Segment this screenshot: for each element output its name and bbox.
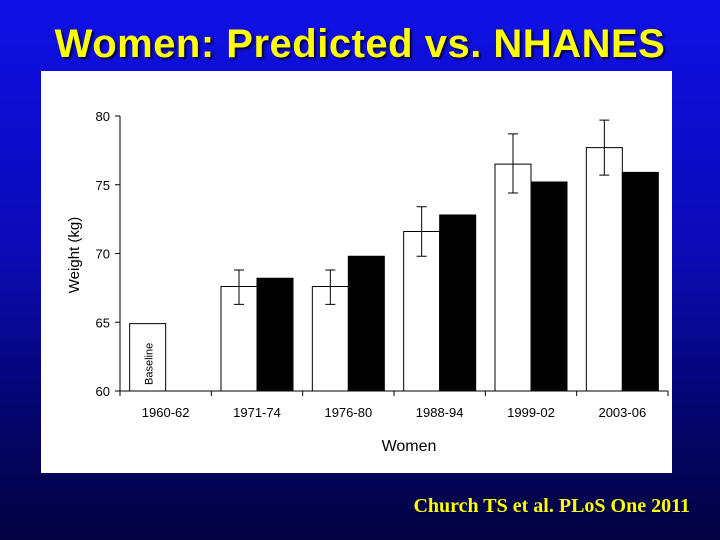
x-axis-label: Women <box>382 438 437 455</box>
y-tick-label: 80 <box>96 109 110 124</box>
y-tick-label: 70 <box>96 247 110 262</box>
x-tick-label: 2003-06 <box>598 405 646 420</box>
chart-panel: 60 65 70 75 80 1960-62 1971-74 1976-80 1988-94 19… <box>41 71 672 473</box>
bar-predicted <box>494 163 532 392</box>
x-tick-label: 1976-80 <box>324 405 372 420</box>
x-tick-label: 1988-94 <box>416 405 464 420</box>
bar-nhanes <box>530 181 568 392</box>
y-tick-label: 65 <box>96 315 110 330</box>
y-tick-label: 75 <box>96 178 110 193</box>
bar-nhanes <box>256 277 294 392</box>
citation: Church TS et al. PLoS One 2011 <box>413 495 690 517</box>
x-tick-label: 1960-62 <box>142 405 190 420</box>
x-tick-label: 1999-02 <box>507 405 555 420</box>
weight-bar-chart: 60 65 70 75 80 1960-62 1971-74 1976-80 1988-94 19… <box>66 109 669 455</box>
bar-nhanes <box>621 171 659 392</box>
baseline-annotation: Baseline <box>144 343 156 385</box>
bar-nhanes <box>439 214 477 392</box>
bar-nhanes <box>347 255 385 392</box>
x-tick-label: 1971-74 <box>233 405 281 420</box>
bar-predicted <box>585 147 623 392</box>
bar-predicted <box>129 323 167 392</box>
y-axis-label: Weight (kg) <box>66 217 83 293</box>
slide-title: Women: Predicted vs. NHANES <box>54 22 666 66</box>
y-tick-label: 60 <box>96 384 110 399</box>
